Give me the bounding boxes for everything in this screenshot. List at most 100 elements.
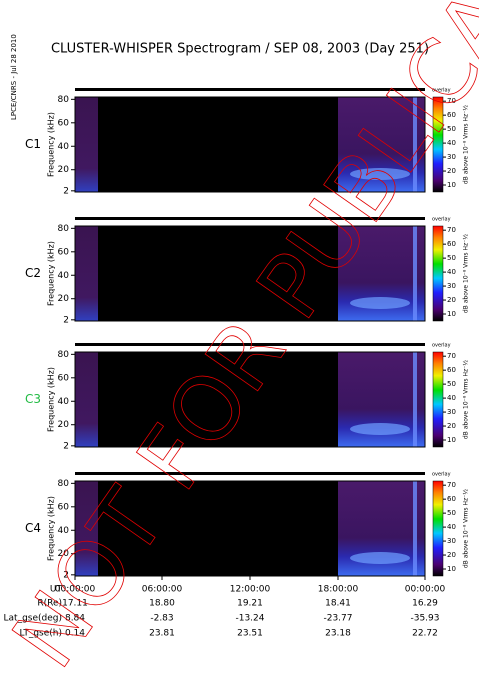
colorbar-tick-label: 40 [447, 139, 456, 147]
colorbar-tick-label: 40 [447, 394, 456, 402]
spectrogram-spike [413, 97, 417, 192]
y-tick-label: 20 [58, 420, 70, 430]
colorbar-tick-label: 10 [447, 436, 456, 444]
ephemeris-value: 8.84 [65, 614, 85, 624]
y-tick-label: 20 [58, 294, 70, 304]
y-tick-label: 60 [58, 118, 70, 128]
ephemeris-name: Lat_gse(deg) [4, 614, 62, 624]
colorbar-tick-label: 30 [447, 537, 456, 545]
panel-label: C4 [25, 521, 41, 535]
colorbar-tick-label: 20 [447, 551, 456, 559]
colorbar-tag: overlay [432, 217, 451, 223]
ephemeris-value: 18:00:00 [318, 585, 359, 595]
colorbar-label: dB above 10⁻⁸ Vrms Hz⁻½ [463, 234, 470, 313]
colorbar [432, 225, 444, 322]
ephemeris-value: 0.14 [65, 629, 85, 639]
y-tick-label: 2 [63, 315, 69, 325]
y-tick-label: 80 [58, 224, 70, 234]
colorbar-tick-label: 20 [447, 422, 456, 430]
colorbar-tick-label: 20 [447, 296, 456, 304]
colorbar-label: dB above 10⁻⁸ Vrms Hz⁻½ [463, 489, 470, 568]
colorbar-tick-label: 10 [447, 565, 456, 573]
colorbar-tag: overlay [432, 472, 451, 478]
y-tick-label: 20 [58, 549, 70, 559]
ephemeris-name: UT [50, 585, 63, 595]
ephemeris-value: 23.81 [149, 629, 175, 639]
y-tick-label: 2 [63, 570, 69, 580]
colorbar-tick-label: 70 [447, 97, 456, 105]
colorbar-tick-label: 70 [447, 481, 456, 489]
y-tick-label: 80 [58, 479, 70, 489]
panel-frame [74, 351, 426, 448]
status-bar [75, 472, 425, 475]
y-tick-label: 60 [58, 373, 70, 383]
colorbar-tick-label: 10 [447, 181, 456, 189]
colorbar-tick-label: 70 [447, 352, 456, 360]
y-tick-label: 40 [58, 271, 70, 281]
ephemeris-name: R(Re) [37, 599, 62, 609]
status-bar [75, 88, 425, 91]
colorbar-label: dB above 10⁻⁸ Vrms Hz⁻½ [463, 105, 470, 184]
panel-frame [74, 225, 426, 322]
spectrogram-blob [350, 552, 410, 564]
panel-label: C1 [25, 137, 41, 151]
y-axis-label: Frequency (kHz) [47, 112, 56, 177]
colorbar-tick-label: 30 [447, 408, 456, 416]
ephemeris-value: -13.24 [235, 614, 264, 624]
ephemeris-value: 19.21 [237, 599, 263, 609]
ephemeris-value: 23.51 [237, 629, 263, 639]
spectrogram-spike [413, 226, 417, 321]
colorbar [432, 351, 444, 448]
y-tick-label: 60 [58, 247, 70, 257]
y-axis-label: Frequency (kHz) [47, 367, 56, 432]
spectrogram-blob [350, 168, 410, 180]
ephemeris-value: 18.41 [325, 599, 351, 609]
y-axis-label: Frequency (kHz) [47, 496, 56, 561]
y-tick-label: 40 [58, 142, 70, 152]
spectrogram-left [75, 352, 98, 447]
spectrogram-left [75, 481, 98, 576]
colorbar-tick-label: 50 [447, 254, 456, 262]
colorbar-tick-label: 60 [447, 495, 456, 503]
y-axis-label: Frequency (kHz) [47, 241, 56, 306]
spectrogram-left [75, 226, 98, 321]
ephemeris-value: 06:00:00 [142, 585, 183, 595]
ephemeris-value: 18.80 [149, 599, 175, 609]
status-bar [75, 217, 425, 220]
panels: C1 Frequency (kHz) 2 20 40 60 80 overlay 10 20 30 4… [25, 88, 470, 581]
ephemeris-value: 12:00:00 [230, 585, 271, 595]
y-tick-label: 20 [58, 165, 70, 175]
ephemeris-name: LT_gse(h) [20, 629, 62, 639]
colorbar-tick-label: 60 [447, 366, 456, 374]
colorbar-tick-label: 60 [447, 111, 456, 119]
status-bar [75, 343, 425, 346]
colorbar [432, 96, 444, 193]
panel-frame [74, 96, 426, 193]
ephemeris-value: 00:00:00 [405, 585, 446, 595]
colorbar-tick-label: 40 [447, 268, 456, 276]
colorbar-tick-label: 10 [447, 310, 456, 318]
y-tick-label: 60 [58, 502, 70, 512]
y-tick-label: 80 [58, 350, 70, 360]
colorbar-label: dB above 10⁻⁸ Vrms Hz⁻½ [463, 360, 470, 439]
colorbar-tag: overlay [432, 343, 451, 349]
panel-label: C3 [25, 392, 41, 406]
ephemeris-value: 22.72 [412, 629, 438, 639]
colorbar-tick-label: 30 [447, 282, 456, 290]
ephemeris-value: -35.93 [410, 614, 439, 624]
colorbar-tick-label: 70 [447, 226, 456, 234]
credit: LPCE/CNRS - Jul 28 2010 [10, 34, 18, 120]
ephemeris-value: 00:00:00 [55, 585, 96, 595]
y-tick-label: 2 [63, 186, 69, 196]
spectrogram-blob [350, 423, 410, 435]
y-tick-label: 2 [63, 441, 69, 451]
colorbar-tick-label: 50 [447, 380, 456, 388]
spectrogram-blob [350, 297, 410, 309]
colorbar-tick-label: 50 [447, 509, 456, 517]
ephemeris-value: 23.18 [325, 629, 351, 639]
spectrogram-spike [413, 352, 417, 447]
colorbar-tag: overlay [432, 88, 451, 94]
ephemeris-value: -23.77 [323, 614, 352, 624]
